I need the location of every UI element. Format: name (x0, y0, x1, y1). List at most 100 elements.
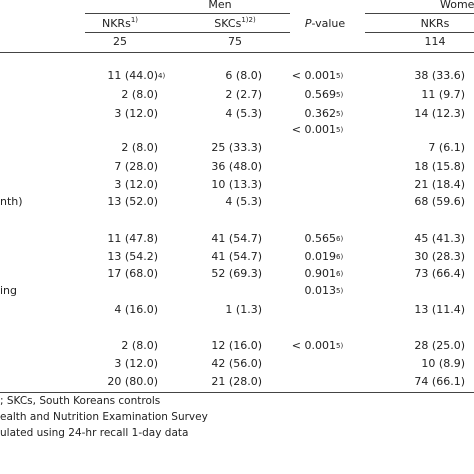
cell: 68 (59.6) (390, 195, 465, 209)
cell: 3 (12.0) (60, 357, 158, 371)
cell-text: 73 (66.4) (414, 267, 465, 280)
cell-text: 2 (8.0) (121, 141, 158, 154)
rule (85, 32, 290, 33)
footnote: ulated using 24-hr recall 1-day data (0, 427, 189, 439)
cell-text: 41 (54.7) (211, 232, 262, 245)
cell: 38 (33.6) (390, 69, 465, 83)
group-header: Men (208, 0, 232, 11)
cell-text: 1 (1.3) (225, 303, 262, 316)
cell: < 0.001 5) (291, 69, 344, 82)
cell: 41 (54.7) (180, 250, 262, 264)
cell-text: 10 (8.9) (421, 357, 465, 370)
cell-text: 17 (68.0) (107, 267, 158, 280)
cell: 52 (69.3) (180, 267, 262, 281)
cell-text: 4 (5.3) (225, 107, 262, 120)
cell-text: 21 (18.4) (414, 178, 465, 191)
footnote-mark: 1)2) (241, 16, 256, 24)
cell: 3 (12.0) (60, 178, 158, 192)
cell: < 0.001 5) (291, 123, 344, 136)
cell-text: 68 (59.6) (414, 195, 465, 208)
cell-text: 74 (66.1) (414, 375, 465, 388)
header-text: SKCs (214, 17, 242, 30)
cell: < 0.001 5) (291, 339, 344, 352)
cell: 3 (12.0) (60, 107, 158, 121)
cell: 0.362 5) (304, 107, 344, 120)
cell: 30 (28.3) (390, 250, 465, 264)
cell-text: 30 (28.3) (414, 250, 465, 263)
cell-text: 36 (48.0) (211, 160, 262, 173)
cell-text: 42 (56.0) (211, 357, 262, 370)
cell: 11 (44.0) 4) (107, 69, 166, 82)
cell: 74 (66.1) (390, 375, 465, 389)
cell: 13 (54.2) (60, 250, 158, 264)
cell-text: 25 (33.3) (211, 141, 262, 154)
cell-text: 11 (44.0) (107, 69, 158, 82)
rule (0, 392, 474, 393)
cell: 2 (8.0) (60, 88, 158, 102)
footnote-mark: 1) (130, 16, 138, 24)
cell: 20 (80.0) (60, 375, 158, 389)
column-header: SKCs1)2) (195, 17, 275, 31)
cell: 18 (15.8) (390, 160, 465, 174)
sample-size: 114 (424, 35, 446, 48)
header-text: -value (311, 17, 346, 30)
cell: 0.569 5) (304, 88, 344, 101)
cell: 0.565 6) (304, 232, 344, 245)
row-label: nth) (0, 195, 23, 208)
cell: 7 (6.1) (390, 141, 465, 155)
cell: 10 (8.9) (390, 357, 465, 371)
cell-text: 11 (9.7) (421, 88, 465, 101)
row-label: ing (0, 284, 18, 297)
cell-text: 2 (8.0) (121, 339, 158, 352)
cell: 21 (18.4) (390, 178, 465, 192)
cell: 0.013 5) (304, 284, 344, 297)
column-header: NKRs (420, 17, 450, 30)
cell: 36 (48.0) (180, 160, 262, 174)
sample-size: 25 (113, 35, 127, 48)
cell-text: 6 (8.0) (225, 69, 262, 82)
cell-text: 4 (16.0) (114, 303, 158, 316)
cell: 25 (33.3) (180, 141, 262, 155)
cell-text: 13 (52.0) (107, 195, 158, 208)
sample-size: 75 (228, 35, 242, 48)
cell: 21 (28.0) (180, 375, 262, 389)
header-text: NKRs (101, 17, 131, 30)
cell-text: 0.362 (304, 107, 337, 120)
cell-text: 7 (6.1) (428, 141, 465, 154)
cell: 0.901 6) (304, 267, 344, 280)
cell: 13 (11.4) (390, 303, 465, 317)
cell-text: < 0.001 (291, 339, 336, 352)
cell: 12 (16.0) (180, 339, 262, 353)
cell-text: 0.901 (304, 267, 337, 280)
cell: 11 (9.7) (390, 88, 465, 102)
cell: 17 (68.0) (60, 267, 158, 281)
cell-text: 7 (28.0) (114, 160, 158, 173)
cell-text: 13 (54.2) (107, 250, 158, 263)
cell: 14 (12.3) (390, 107, 465, 121)
cell-text: 45 (41.3) (414, 232, 465, 245)
cell-text: 20 (80.0) (107, 375, 158, 388)
column-header: P-value (285, 17, 365, 31)
cell-text: 13 (11.4) (414, 303, 465, 316)
header-text: P (304, 17, 312, 30)
rule (85, 13, 290, 14)
rule (365, 32, 474, 33)
cell-text: 0.019 (304, 250, 337, 263)
cell: 6 (8.0) (180, 69, 262, 83)
cell-text: 0.565 (304, 232, 337, 245)
cell: 41 (54.7) (180, 232, 262, 246)
cell: 10 (13.3) (180, 178, 262, 192)
cell: 1 (1.3) (180, 303, 262, 317)
cell-text: 10 (13.3) (211, 178, 262, 191)
cell-text: 3 (12.0) (114, 107, 158, 120)
cell-text: 3 (12.0) (114, 178, 158, 191)
cell-text: 38 (33.6) (414, 69, 465, 82)
cell-text: 3 (12.0) (114, 357, 158, 370)
cell-text: < 0.001 (291, 69, 336, 82)
cell: 28 (25.0) (390, 339, 465, 353)
rule (0, 52, 474, 53)
cell: 7 (28.0) (60, 160, 158, 174)
group-header: Women (440, 0, 474, 11)
rule (365, 13, 474, 14)
